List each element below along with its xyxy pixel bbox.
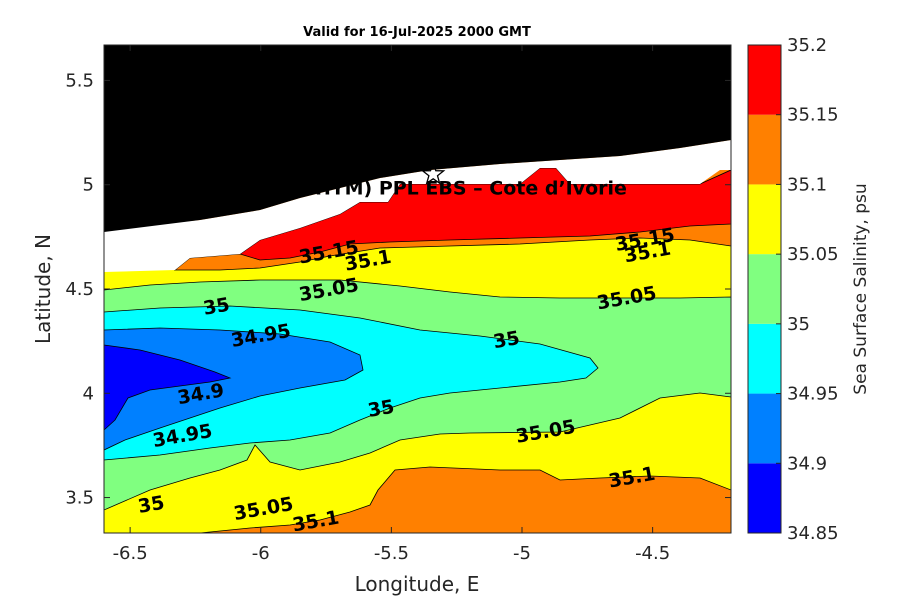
colorbar-segment (748, 393, 781, 464)
colorbar: 34.85 34.9 34.95 35 35.05 35.1 35.15 35.2 (747, 35, 839, 544)
x-tick-label: -4.5 (635, 543, 670, 564)
colorbar-segment (748, 184, 781, 255)
contour-label: 35 (136, 492, 166, 518)
chart-title: Valid for 16-Jul-2025 2000 GMT (303, 25, 531, 40)
no-data-strip (104, 140, 731, 272)
contour-label: 35 (492, 327, 522, 353)
y-tick-label: 5.5 (65, 70, 94, 91)
colorbar-tick-label: 34.85 (787, 523, 839, 544)
y-tick-label: 3.5 (65, 488, 94, 509)
site-star-marker (420, 161, 446, 185)
y-tick-label: 5 (83, 175, 94, 196)
x-tick-label: -5 (513, 543, 531, 564)
contour-label: 35 (366, 396, 396, 422)
x-tick-label: -6 (252, 543, 270, 564)
colorbar-tick-label: 35.2 (787, 35, 827, 56)
colorbar-segment (748, 254, 781, 324)
y-tick-label: 4.5 (65, 279, 94, 300)
colorbar-segment (748, 45, 781, 115)
colorbar-segment (748, 463, 781, 533)
x-tick-label: -5.5 (374, 543, 409, 564)
x-axis-label: Longitude, E (355, 572, 480, 596)
salinity-level-34.85-34.9 (104, 344, 232, 431)
site-label: TA (ONHYM) PPL EBS – Cote d’Ivorie (241, 177, 627, 199)
colorbar-tick-label: 35.1 (787, 174, 827, 195)
colorbar-label: Sea Surface Salinity, psu (851, 183, 871, 394)
colorbar-tick-label: 34.95 (787, 384, 839, 405)
colorbar-segment (748, 323, 781, 394)
colorbar-tick-label: 35 (787, 314, 810, 335)
contour-label: 35 (202, 294, 232, 320)
colorbar-tick-label: 35.05 (787, 244, 839, 265)
x-tick-label: -6.5 (113, 543, 148, 564)
land-mass (104, 45, 731, 232)
colorbar-tick-label: 34.9 (787, 453, 827, 474)
colorbar-frame (747, 44, 782, 534)
y-axis-label: Latitude, N (31, 234, 55, 344)
y-tick-label: 4 (83, 383, 94, 404)
colorbar-segment (748, 114, 781, 185)
colorbar-tick-label: 35.15 (787, 105, 839, 126)
